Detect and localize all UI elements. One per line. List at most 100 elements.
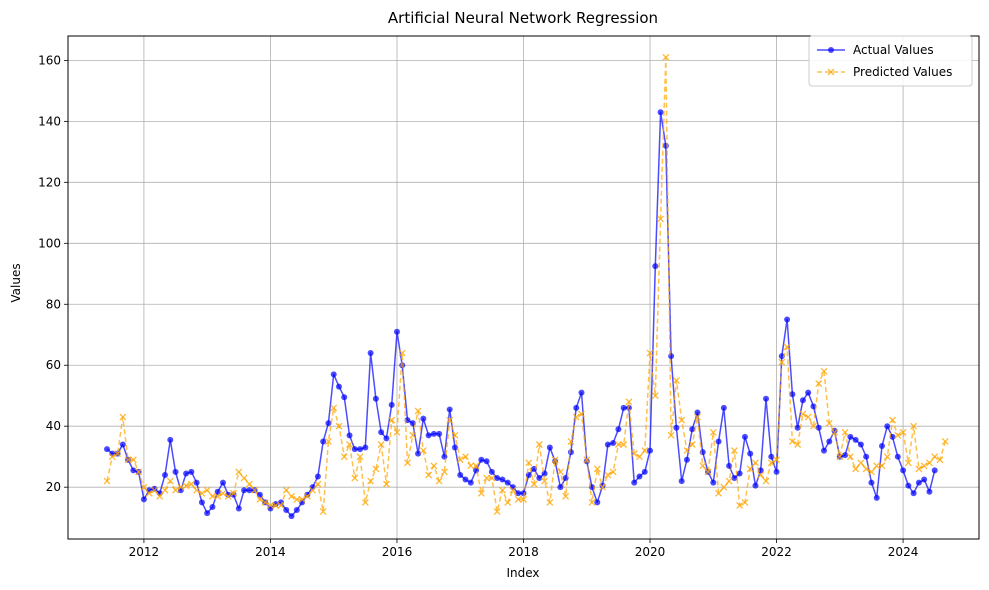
data-point — [831, 428, 839, 436]
axis-ticks: 2012 2014 2016 2018 2020 2022 2024 20 40 60 80 100 1… — [38, 53, 918, 559]
data-point — [578, 410, 585, 418]
data-point — [204, 510, 211, 517]
y-tick-label: 120 — [38, 175, 61, 189]
data-point — [652, 263, 659, 270]
data-point — [910, 490, 917, 497]
data-point — [520, 490, 527, 497]
data-point — [309, 486, 317, 494]
data-point — [641, 447, 649, 455]
data-point — [261, 498, 269, 506]
data-point — [651, 392, 659, 400]
data-point — [177, 483, 185, 491]
data-point — [124, 456, 132, 464]
data-point — [483, 458, 490, 465]
data-point — [799, 397, 806, 404]
data-point — [578, 389, 585, 396]
data-point — [372, 395, 379, 402]
data-point — [731, 475, 738, 482]
data-point — [435, 477, 443, 485]
data-point — [668, 353, 675, 360]
data-point — [172, 468, 179, 475]
data-point — [931, 453, 939, 461]
data-point — [867, 468, 875, 476]
data-point — [241, 487, 248, 494]
data-point — [382, 480, 390, 488]
data-point — [599, 483, 607, 491]
data-point — [430, 462, 438, 470]
data-point — [841, 428, 849, 436]
data-point — [726, 462, 733, 469]
data-point — [167, 436, 174, 443]
data-point — [240, 474, 248, 482]
data-point — [815, 424, 822, 431]
legend-box — [808, 35, 973, 87]
data-point — [398, 349, 406, 357]
data-point — [193, 486, 201, 494]
data-point — [594, 499, 601, 506]
series-actual — [104, 109, 938, 520]
data-point — [351, 446, 358, 453]
data-point — [288, 513, 295, 520]
data-point — [852, 436, 859, 443]
data-point — [108, 453, 116, 461]
data-point — [836, 453, 844, 461]
data-point — [166, 477, 174, 485]
data-point — [145, 489, 153, 497]
data-point — [335, 422, 343, 430]
data-point — [436, 430, 443, 437]
data-point — [593, 465, 601, 473]
data-point — [620, 441, 628, 448]
data-point — [541, 477, 549, 485]
series-line — [106, 56, 947, 513]
data-point — [162, 471, 169, 478]
data-point — [894, 453, 901, 460]
data-point — [825, 419, 833, 427]
data-point — [610, 439, 617, 446]
data-point — [915, 479, 922, 486]
data-point — [809, 422, 817, 430]
data-point — [456, 456, 464, 464]
data-point — [741, 498, 749, 506]
data-point — [588, 498, 596, 506]
data-point — [694, 413, 701, 421]
data-point — [293, 495, 301, 503]
data-point — [609, 468, 617, 476]
series-predicted — [103, 53, 949, 516]
data-point — [736, 470, 743, 477]
data-point — [921, 476, 928, 483]
data-point — [161, 486, 169, 494]
data-point — [657, 109, 664, 116]
x-tick-label: 2020 — [635, 545, 666, 559]
data-point — [657, 215, 665, 223]
data-point — [710, 479, 717, 486]
data-point — [778, 358, 786, 366]
data-point — [857, 459, 865, 467]
data-point — [267, 505, 274, 512]
data-point — [926, 488, 933, 495]
data-point — [393, 428, 401, 436]
data-point — [467, 479, 474, 486]
data-point — [741, 433, 748, 440]
data-point — [419, 447, 427, 455]
data-point — [324, 437, 332, 445]
data-point — [689, 426, 696, 433]
data-point — [198, 499, 205, 506]
series-layer — [103, 53, 949, 520]
data-point — [520, 495, 527, 503]
data-point — [936, 456, 944, 464]
data-point — [704, 468, 712, 476]
data-point — [773, 456, 781, 464]
data-point — [715, 438, 722, 445]
data-point — [551, 456, 559, 464]
data-point — [604, 471, 612, 479]
data-point — [451, 431, 459, 439]
data-point — [815, 380, 823, 387]
data-point — [298, 495, 306, 503]
data-point — [367, 350, 374, 357]
data-point — [763, 395, 770, 402]
data-point — [826, 438, 833, 445]
data-point — [842, 452, 849, 459]
data-point — [314, 480, 322, 488]
data-point — [794, 424, 801, 431]
data-point — [630, 450, 638, 458]
